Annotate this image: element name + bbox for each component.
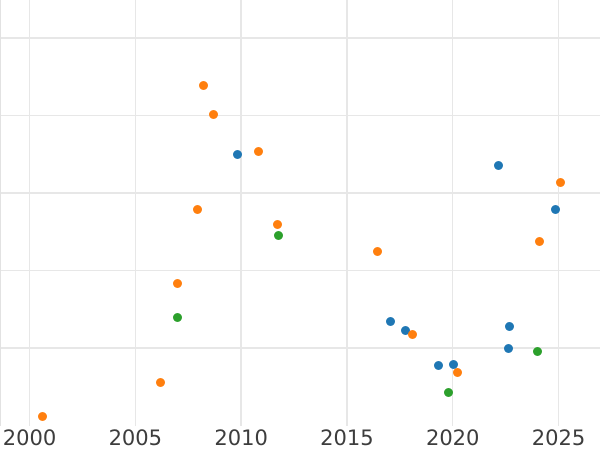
data-point-green	[173, 313, 183, 323]
data-point-orange	[534, 236, 544, 246]
x-tick-label: 2010	[214, 426, 268, 450]
data-point-blue	[504, 344, 514, 354]
gridline-horizontal	[0, 114, 600, 117]
data-point-orange	[173, 279, 183, 289]
data-point-orange	[193, 204, 203, 214]
x-tick-label: 2000	[2, 426, 57, 450]
data-point-green	[532, 347, 542, 357]
data-point-orange	[453, 368, 463, 378]
data-point-orange	[209, 110, 219, 120]
data-point-blue	[400, 325, 410, 335]
data-point-orange	[156, 378, 166, 388]
data-point-orange	[37, 411, 47, 421]
gridline-vertical	[134, 0, 136, 426]
data-point-orange	[272, 220, 282, 230]
gridline-horizontal	[0, 37, 600, 39]
x-tick-label: 2005	[108, 426, 163, 450]
data-point-blue	[505, 321, 515, 331]
y-axis-spine	[0, 0, 1, 426]
gridline-horizontal	[0, 269, 600, 272]
gridline-vertical	[240, 0, 242, 426]
gridline-horizontal	[0, 192, 600, 194]
data-point-blue	[493, 160, 503, 170]
x-tick-label: 2015	[320, 426, 374, 450]
data-point-green	[273, 231, 283, 241]
data-point-blue	[233, 149, 243, 159]
data-point-blue	[449, 359, 459, 369]
x-tick-label: 2025	[531, 426, 586, 450]
data-point-blue	[434, 361, 444, 371]
gridline-horizontal	[0, 347, 600, 349]
data-point-blue	[385, 317, 395, 327]
data-point-green	[443, 387, 453, 397]
gridline-vertical	[452, 0, 454, 426]
data-point-orange	[253, 147, 263, 157]
data-point-orange	[198, 80, 208, 90]
x-tick-label: 2020	[425, 426, 480, 450]
gridline-vertical	[346, 0, 348, 426]
data-point-orange	[556, 178, 566, 188]
gridline-vertical	[28, 0, 31, 426]
data-point-blue	[550, 204, 560, 214]
data-point-orange	[373, 246, 383, 256]
data-point-orange	[407, 329, 417, 339]
